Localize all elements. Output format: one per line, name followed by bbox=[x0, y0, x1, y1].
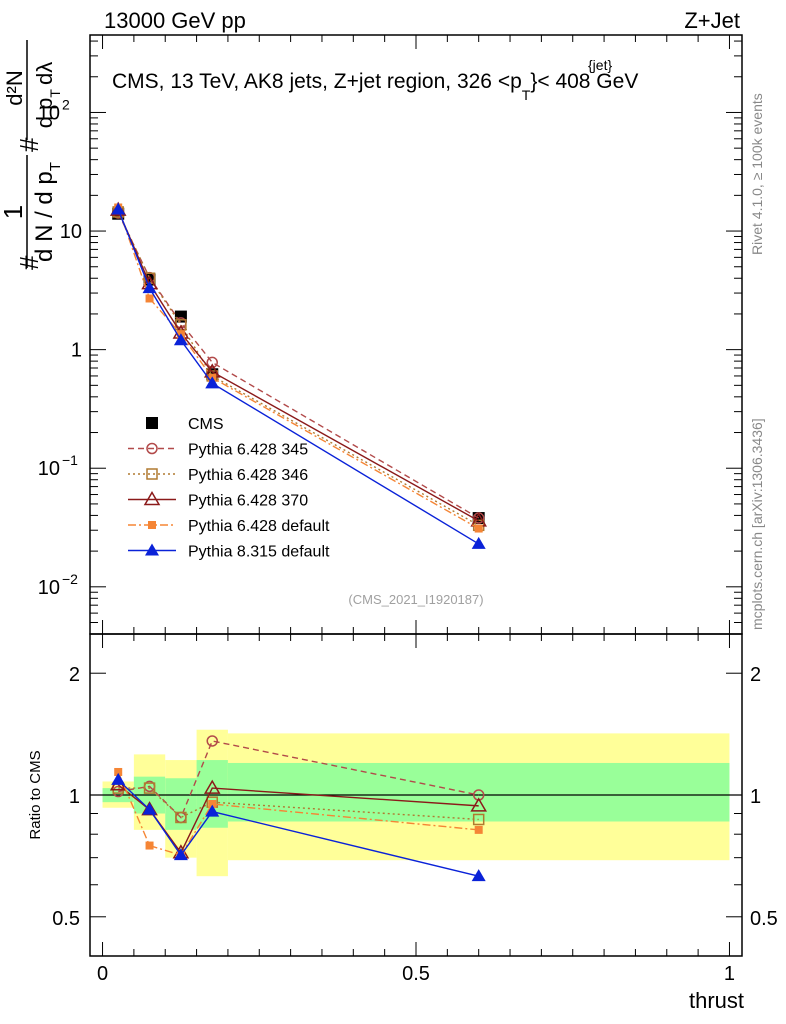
y-tick-label-exponent: −1 bbox=[62, 452, 78, 468]
ylabel-den: d N / d pT bbox=[31, 162, 64, 262]
x-tick-label: 0.5 bbox=[402, 963, 430, 985]
y-tick-label: 10 bbox=[60, 221, 82, 243]
series-line bbox=[117, 207, 480, 530]
ratio-data-point bbox=[145, 841, 154, 850]
main-chart-title: CMS, 13 TeV, AK8 jets, Z+jet region, 326… bbox=[112, 70, 638, 103]
legend-label: Pythia 6.428 default bbox=[188, 518, 330, 535]
y-tick-label-exponent: 2 bbox=[62, 96, 70, 112]
x-axis-label: thrust bbox=[689, 988, 744, 1013]
series-line bbox=[117, 211, 480, 526]
mcplots-label: mcplots.cern.ch [arXiv:1306.3436] bbox=[749, 418, 765, 630]
ratio-data-point bbox=[175, 811, 187, 824]
title-main-part: CMS, 13 TeV, AK8 jets, Z+jet region, 326… bbox=[112, 70, 522, 93]
title-tail: }< 408 GeV bbox=[530, 70, 638, 93]
legend-entry: Pythia 6.428 default bbox=[128, 518, 330, 535]
ratio-data-point bbox=[111, 772, 126, 785]
ratio-y-tick-label-right: 2 bbox=[750, 664, 761, 686]
ratio-axis-ticks: 2 2 1 1 0.5 0.5 0 0.5 1 bbox=[52, 634, 778, 985]
ylabel-num: 1 bbox=[0, 205, 28, 219]
y-tick-label: 10 bbox=[38, 102, 60, 124]
ratio-y-tick-label: 2 bbox=[69, 664, 80, 686]
data-point bbox=[474, 524, 483, 533]
ylabel-den-sub: T bbox=[47, 162, 64, 171]
uncertainty-band-inner bbox=[227, 762, 730, 822]
ylabel-frac2-den: d pTdλ bbox=[32, 62, 63, 128]
main-plot-marks bbox=[109, 201, 487, 549]
data-point bbox=[206, 356, 218, 369]
y-tick-label-exponent: −2 bbox=[62, 571, 78, 587]
ratio-data-point bbox=[114, 767, 123, 776]
legend-marker-sample bbox=[146, 417, 158, 429]
legend-label: CMS bbox=[188, 416, 224, 433]
ratio-y-tick-label-right: 0.5 bbox=[750, 908, 778, 930]
ratio-y-tick-label-right: 1 bbox=[750, 786, 761, 808]
ylabel-frac2-den-sub: T bbox=[47, 89, 63, 98]
data-point bbox=[173, 333, 188, 346]
header-right-title: Z+Jet bbox=[684, 8, 740, 33]
legend-entry: Pythia 6.428 370 bbox=[128, 491, 308, 510]
main-y-axis-label: # 1 d N / d pT # d²N d pTdλ bbox=[0, 40, 64, 270]
header-left-title: 13000 GeV pp bbox=[104, 8, 246, 33]
ylabel-frac2-den-text: d p bbox=[32, 98, 57, 129]
ratio-data-point bbox=[143, 782, 156, 794]
legend-label: Pythia 8.315 default bbox=[188, 544, 330, 561]
legend-marker-sample bbox=[143, 491, 161, 506]
legend-entry: Pythia 6.428 345 bbox=[128, 442, 308, 459]
ratio-data-point bbox=[142, 802, 157, 815]
legend-label: Pythia 6.428 346 bbox=[188, 467, 308, 484]
y-tick-label: 10 bbox=[38, 458, 60, 480]
ylabel-hash: # bbox=[14, 255, 44, 270]
ratio-data-point bbox=[472, 813, 485, 826]
ylabel-frac2-den-tail: dλ bbox=[32, 62, 57, 85]
legend-marker-sample bbox=[145, 543, 159, 556]
analysis-reference-label: (CMS_2021_I1920187) bbox=[348, 592, 483, 607]
data-point bbox=[145, 294, 154, 303]
title-superscript: {jet} bbox=[588, 57, 612, 73]
ylabel-hash-2: # bbox=[14, 137, 44, 152]
ratio-y-tick-label: 0.5 bbox=[52, 908, 80, 930]
uncertainty-band-inner bbox=[196, 760, 228, 828]
ratio-data-point bbox=[203, 779, 221, 794]
data-point bbox=[205, 376, 220, 389]
ratio-data-point bbox=[470, 797, 487, 812]
ratio-y-axis-label: Ratio to CMS bbox=[27, 750, 44, 839]
ratio-panel: 2 2 1 1 0.5 0.5 0 0.5 1 Ratio to CMS thrust bbox=[27, 633, 778, 1013]
legend-marker-sample bbox=[146, 442, 158, 455]
x-tick-label: 1 bbox=[724, 963, 735, 985]
legend-label: Pythia 6.428 345 bbox=[188, 442, 308, 459]
ratio-data-point bbox=[471, 869, 486, 882]
ratio-data-point bbox=[206, 735, 218, 747]
y-tick-label: 10 bbox=[38, 577, 60, 599]
ratio-data-point bbox=[474, 825, 483, 834]
legend-entry: CMS bbox=[146, 416, 224, 433]
legend-marker-sample bbox=[148, 521, 156, 529]
series-pythia-8-315-default bbox=[111, 202, 486, 549]
data-point bbox=[142, 281, 157, 294]
x-tick-label: 0 bbox=[97, 963, 108, 985]
legend-entry: Pythia 6.428 346 bbox=[128, 467, 308, 484]
data-point bbox=[471, 536, 486, 549]
ratio-data-point bbox=[205, 804, 220, 817]
data-point bbox=[111, 202, 126, 215]
ylabel-frac2-num: d²N bbox=[2, 70, 27, 105]
legend-label: Pythia 6.428 370 bbox=[188, 493, 308, 510]
ratio-series-line bbox=[118, 787, 479, 821]
ratio-plot-marks bbox=[90, 729, 742, 882]
ratio-y-tick-label: 1 bbox=[69, 786, 80, 808]
legend: CMS Pythia 6.428 345 Pythia 6.428 346 Pythi… bbox=[128, 416, 330, 561]
uncertainty-band-inner bbox=[165, 778, 197, 830]
legend-entry: Pythia 8.315 default bbox=[128, 543, 330, 561]
ratio-series-pythia-8-315-default bbox=[111, 772, 486, 882]
legend-marker-sample bbox=[146, 468, 158, 480]
ratio-data-point bbox=[173, 848, 188, 861]
title-subscript: T bbox=[522, 87, 531, 103]
ratio-data-point bbox=[208, 800, 217, 809]
series-line bbox=[117, 212, 480, 519]
y-tick-label: 1 bbox=[71, 340, 82, 362]
ylabel-den-text: d N / d p bbox=[31, 171, 58, 262]
rivet-version-label: Rivet 4.1.0, ≥ 100k events bbox=[749, 93, 765, 255]
